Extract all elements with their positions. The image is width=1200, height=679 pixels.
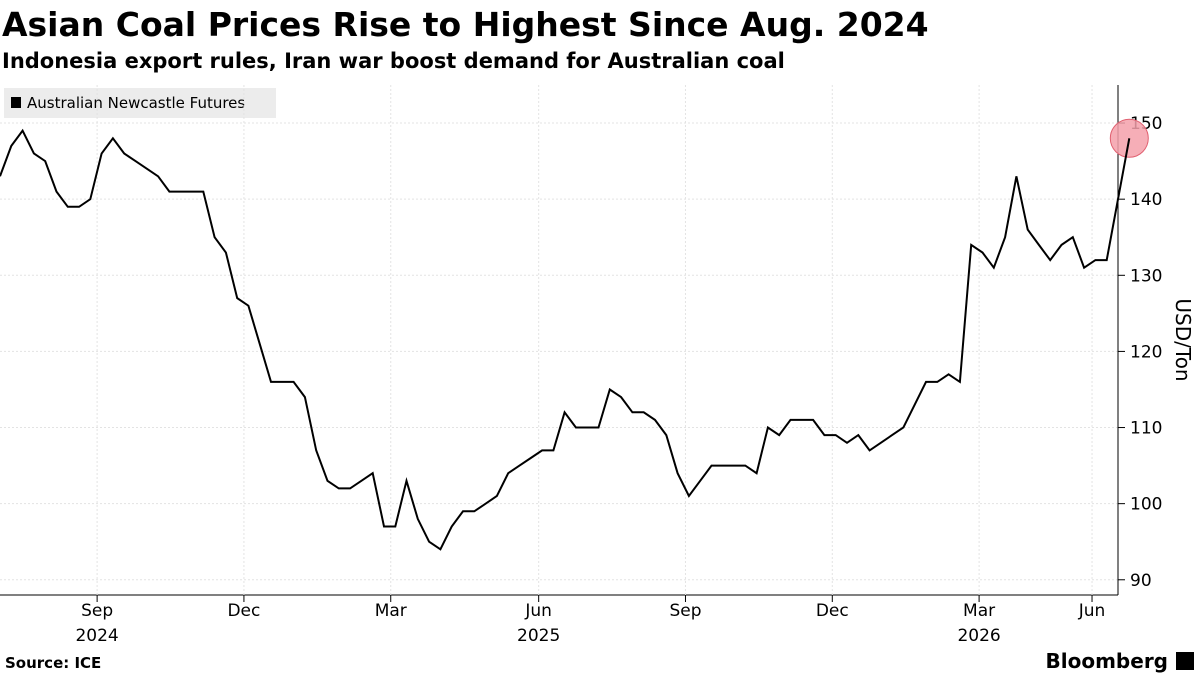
y-tick-label: 100 [1130,495,1162,515]
x-year-label: 2026 [957,626,1000,646]
x-tick-label: Mar [963,601,995,621]
line [0,128,1131,551]
legend-box [4,88,276,118]
source: Source: ICE [5,654,101,672]
x-tick-label: Sep [81,601,113,621]
y-tick-label: 130 [1130,266,1162,286]
y-tick-label: 120 [1130,342,1162,362]
brand: Bloomberg [1046,649,1168,673]
y-tick-label: 90 [1130,571,1152,591]
x-tick-label: Mar [375,601,407,621]
x-tick-label: Jun [524,601,552,621]
x-year-label: 2025 [517,626,560,646]
x-tick-label: Jun [1078,601,1106,621]
y-tick-label: 110 [1130,419,1162,439]
legend-label: Australian Newcastle Futures [27,94,245,112]
highlight-marker [1109,118,1149,158]
chart-title: Asian Coal Prices Rise to Highest Since … [2,5,929,44]
x-tick-label: Dec [227,601,260,621]
chart-subtitle: Indonesia export rules, Iran war boost d… [2,49,785,73]
y-tick-label: 140 [1130,190,1162,210]
brand-icon [1176,652,1194,670]
x-tick-label: Sep [669,601,701,621]
y-axis-label: USD/Ton [1171,298,1195,381]
x-year-label: 2024 [75,626,118,646]
x-tick-label: Dec [816,601,849,621]
legend-swatch [11,97,21,108]
